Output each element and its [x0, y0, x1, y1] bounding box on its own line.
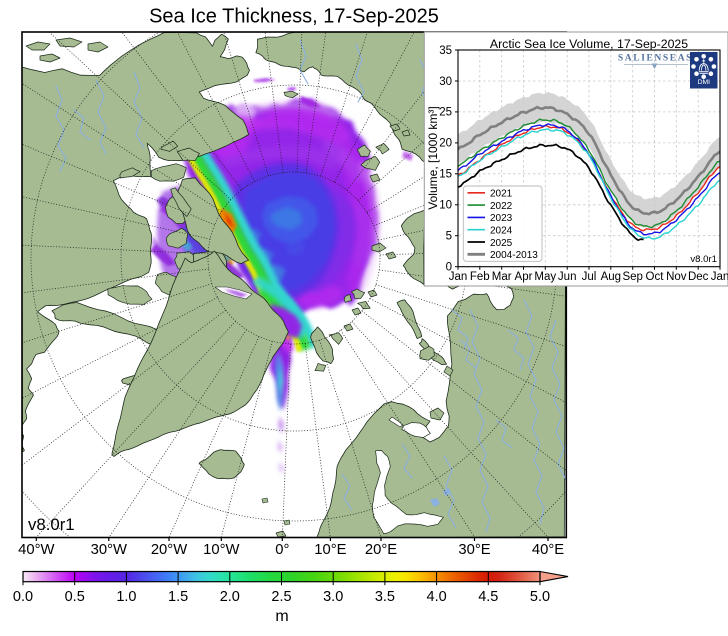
svg-text:15: 15: [439, 169, 452, 181]
svg-text:40°W: 40°W: [18, 542, 54, 558]
svg-text:0.0: 0.0: [13, 589, 33, 605]
svg-text:0: 0: [446, 262, 452, 274]
svg-text:2025: 2025: [490, 238, 513, 249]
svg-text:30: 30: [439, 76, 452, 88]
svg-text:1.0: 1.0: [116, 589, 136, 605]
svg-text:Jan: Jan: [711, 271, 728, 283]
svg-text:v8.0r1: v8.0r1: [28, 515, 75, 534]
svg-text:2021: 2021: [490, 189, 513, 200]
svg-text:0.5: 0.5: [65, 589, 85, 605]
svg-text:Apr: Apr: [515, 271, 533, 283]
svg-text:4.5: 4.5: [478, 589, 498, 605]
svg-text:Jul: Jul: [582, 271, 597, 283]
svg-text:Mar: Mar: [492, 271, 512, 283]
svg-text:m: m: [275, 608, 288, 625]
svg-text:2024: 2024: [490, 226, 513, 237]
svg-text:DMI: DMI: [698, 79, 711, 86]
svg-text:5: 5: [446, 231, 452, 243]
svg-text:Aug: Aug: [601, 271, 621, 283]
svg-text:10°W: 10°W: [203, 542, 239, 558]
svg-text:3.0: 3.0: [323, 589, 343, 605]
svg-text:Arctic Sea Ice Volume, 17-Sep-: Arctic Sea Ice Volume, 17-Sep-2025: [490, 37, 688, 51]
svg-text:2022: 2022: [490, 201, 513, 212]
svg-text:10°E: 10°E: [314, 542, 346, 558]
svg-text:Volume, [1000 km³]: Volume, [1000 km³]: [426, 106, 440, 209]
svg-text:5.0: 5.0: [530, 589, 550, 605]
svg-text:20: 20: [439, 138, 452, 150]
svg-text:v8.0r1: v8.0r1: [690, 254, 717, 265]
svg-text:4.0: 4.0: [427, 589, 447, 605]
svg-text:30°W: 30°W: [91, 542, 127, 558]
svg-text:Jan: Jan: [449, 271, 468, 283]
svg-text:Dec: Dec: [688, 271, 709, 283]
svg-text:Feb: Feb: [470, 271, 490, 283]
svg-text:2.0: 2.0: [220, 589, 240, 605]
svg-text:3.5: 3.5: [375, 589, 395, 605]
svg-text:Nov: Nov: [666, 271, 687, 283]
svg-text:0°: 0°: [275, 542, 289, 558]
svg-text:40°E: 40°E: [532, 542, 564, 558]
svg-text:20°W: 20°W: [151, 542, 187, 558]
svg-text:25: 25: [439, 107, 452, 119]
svg-text:20°E: 20°E: [365, 542, 397, 558]
svg-text:30°E: 30°E: [458, 542, 490, 558]
svg-text:35: 35: [439, 45, 452, 57]
svg-text:10: 10: [439, 200, 452, 212]
svg-text:Jun: Jun: [558, 271, 577, 283]
svg-text:2004-2013: 2004-2013: [490, 250, 538, 261]
svg-text:1.5: 1.5: [168, 589, 188, 605]
svg-text:2023: 2023: [490, 213, 513, 224]
svg-text:2.5: 2.5: [271, 589, 291, 605]
svg-text:SALIENSEAS: SALIENSEAS: [618, 54, 693, 64]
svg-text:Sea Ice Thickness, 17-Sep-2025: Sea Ice Thickness, 17-Sep-2025: [149, 6, 439, 28]
svg-text:Oct: Oct: [646, 271, 665, 283]
svg-text:May: May: [534, 271, 556, 283]
svg-text:Sep: Sep: [622, 271, 642, 283]
